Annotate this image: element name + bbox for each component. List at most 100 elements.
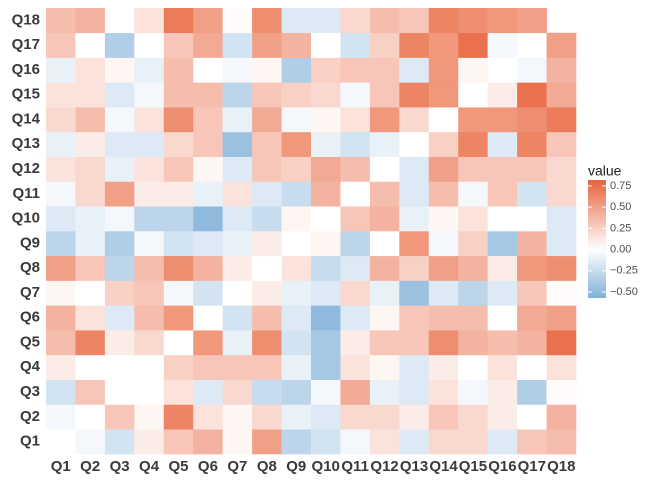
heatmap-cell <box>487 354 518 380</box>
heatmap-cell <box>252 107 282 133</box>
heatmap-cell <box>163 107 194 133</box>
heatmap-cell <box>340 82 371 108</box>
heatmap-cell <box>281 82 312 108</box>
heatmap-cell <box>193 32 223 58</box>
heatmap-cell <box>222 305 253 331</box>
heatmap-cell <box>134 429 165 455</box>
heatmap-cell <box>104 181 135 207</box>
heatmap-cell <box>458 8 488 34</box>
heatmap-cell <box>428 156 459 182</box>
heatmap-cell <box>369 181 400 207</box>
heatmap-cell <box>458 280 488 306</box>
heatmap-cell <box>311 156 341 182</box>
heatmap-cell <box>399 280 430 306</box>
heatmap-cell <box>369 57 400 83</box>
heatmap-cell <box>517 231 547 257</box>
heatmap-cell <box>399 8 430 34</box>
heatmap-cell <box>546 231 577 257</box>
heatmap-cell <box>399 379 430 405</box>
x-tick-label: Q2 <box>80 458 100 475</box>
heatmap-cell <box>311 8 341 34</box>
heatmap-cell <box>340 231 371 257</box>
heatmap-cell <box>75 82 106 108</box>
heatmap-cell <box>252 156 282 182</box>
heatmap-cell <box>134 107 165 133</box>
heatmap-cell <box>487 57 518 83</box>
heatmap-cell <box>252 32 282 58</box>
heatmap-cell <box>458 32 488 58</box>
heatmap-cell <box>311 107 341 133</box>
heatmap-cell <box>193 379 223 405</box>
heatmap-cell <box>487 156 518 182</box>
heatmap-cell <box>458 231 488 257</box>
heatmap-cell <box>134 280 165 306</box>
heatmap-cell <box>193 82 223 108</box>
heatmap-cell <box>281 255 312 281</box>
heatmap-cell <box>546 429 577 455</box>
heatmap-cell <box>252 57 282 83</box>
heatmap-cell <box>458 255 488 281</box>
heatmap-cell <box>104 206 135 232</box>
y-tick-label: Q1 <box>20 433 40 450</box>
heatmap-cell <box>517 32 547 58</box>
x-tick-label: Q12 <box>370 458 398 475</box>
heatmap-cell <box>134 231 165 257</box>
heatmap-cell <box>369 8 400 34</box>
heatmap-cell <box>75 404 106 430</box>
y-tick-label: Q11 <box>12 185 40 202</box>
heatmap-cell <box>281 32 312 58</box>
heatmap-cell <box>193 181 223 207</box>
heatmap-cell <box>458 156 488 182</box>
heatmap-cell <box>311 181 341 207</box>
heatmap-cell <box>222 231 253 257</box>
x-tick-label: Q8 <box>257 458 277 475</box>
heatmap-cell <box>281 330 312 356</box>
colorbar-tick-label: 0.75 <box>610 180 631 192</box>
heatmap-cell <box>46 255 76 281</box>
heatmap-cell <box>428 280 459 306</box>
heatmap-cell <box>134 181 165 207</box>
heatmap-cell <box>134 379 165 405</box>
heatmap-cell <box>252 404 282 430</box>
heatmap-cell <box>340 8 371 34</box>
heatmap-cell <box>458 305 488 331</box>
heatmap-cell <box>75 231 106 257</box>
x-tick-label: Q15 <box>459 458 487 475</box>
heatmap-cell <box>399 354 430 380</box>
heatmap-cell <box>104 156 135 182</box>
heatmap-cell <box>311 379 341 405</box>
x-tick-label: Q14 <box>429 458 458 475</box>
heatmap-cell <box>252 379 282 405</box>
heatmap-cell <box>75 32 106 58</box>
heatmap-cell <box>75 57 106 83</box>
heatmap-cell <box>311 57 341 83</box>
heatmap-cell <box>222 131 253 157</box>
heatmap-cell <box>75 354 106 380</box>
heatmap-cell <box>252 8 282 34</box>
heatmap-cell <box>193 206 223 232</box>
heatmap-cell <box>46 8 76 34</box>
heatmap-cell <box>517 354 547 380</box>
heatmap-cell <box>546 107 577 133</box>
heatmap-cell <box>399 206 430 232</box>
heatmap-cell <box>193 429 223 455</box>
heatmap-cell <box>340 206 371 232</box>
heatmap-cell <box>458 330 488 356</box>
heatmap-cell <box>399 305 430 331</box>
heatmap-cell <box>193 330 223 356</box>
heatmap-cell <box>487 82 518 108</box>
heatmap-cell <box>134 354 165 380</box>
heatmap-cell <box>428 429 459 455</box>
heatmap-cell <box>399 57 430 83</box>
heatmap-cell <box>163 32 194 58</box>
x-tick-label: Q7 <box>227 458 247 475</box>
heatmap-cell <box>340 32 371 58</box>
heatmap-cell <box>311 82 341 108</box>
heatmap-cell <box>546 354 577 380</box>
heatmap-cell <box>399 82 430 108</box>
heatmap-cell <box>104 231 135 257</box>
heatmap-cell <box>340 404 371 430</box>
heatmap-cell <box>369 255 400 281</box>
y-tick-label: Q12 <box>12 160 40 177</box>
